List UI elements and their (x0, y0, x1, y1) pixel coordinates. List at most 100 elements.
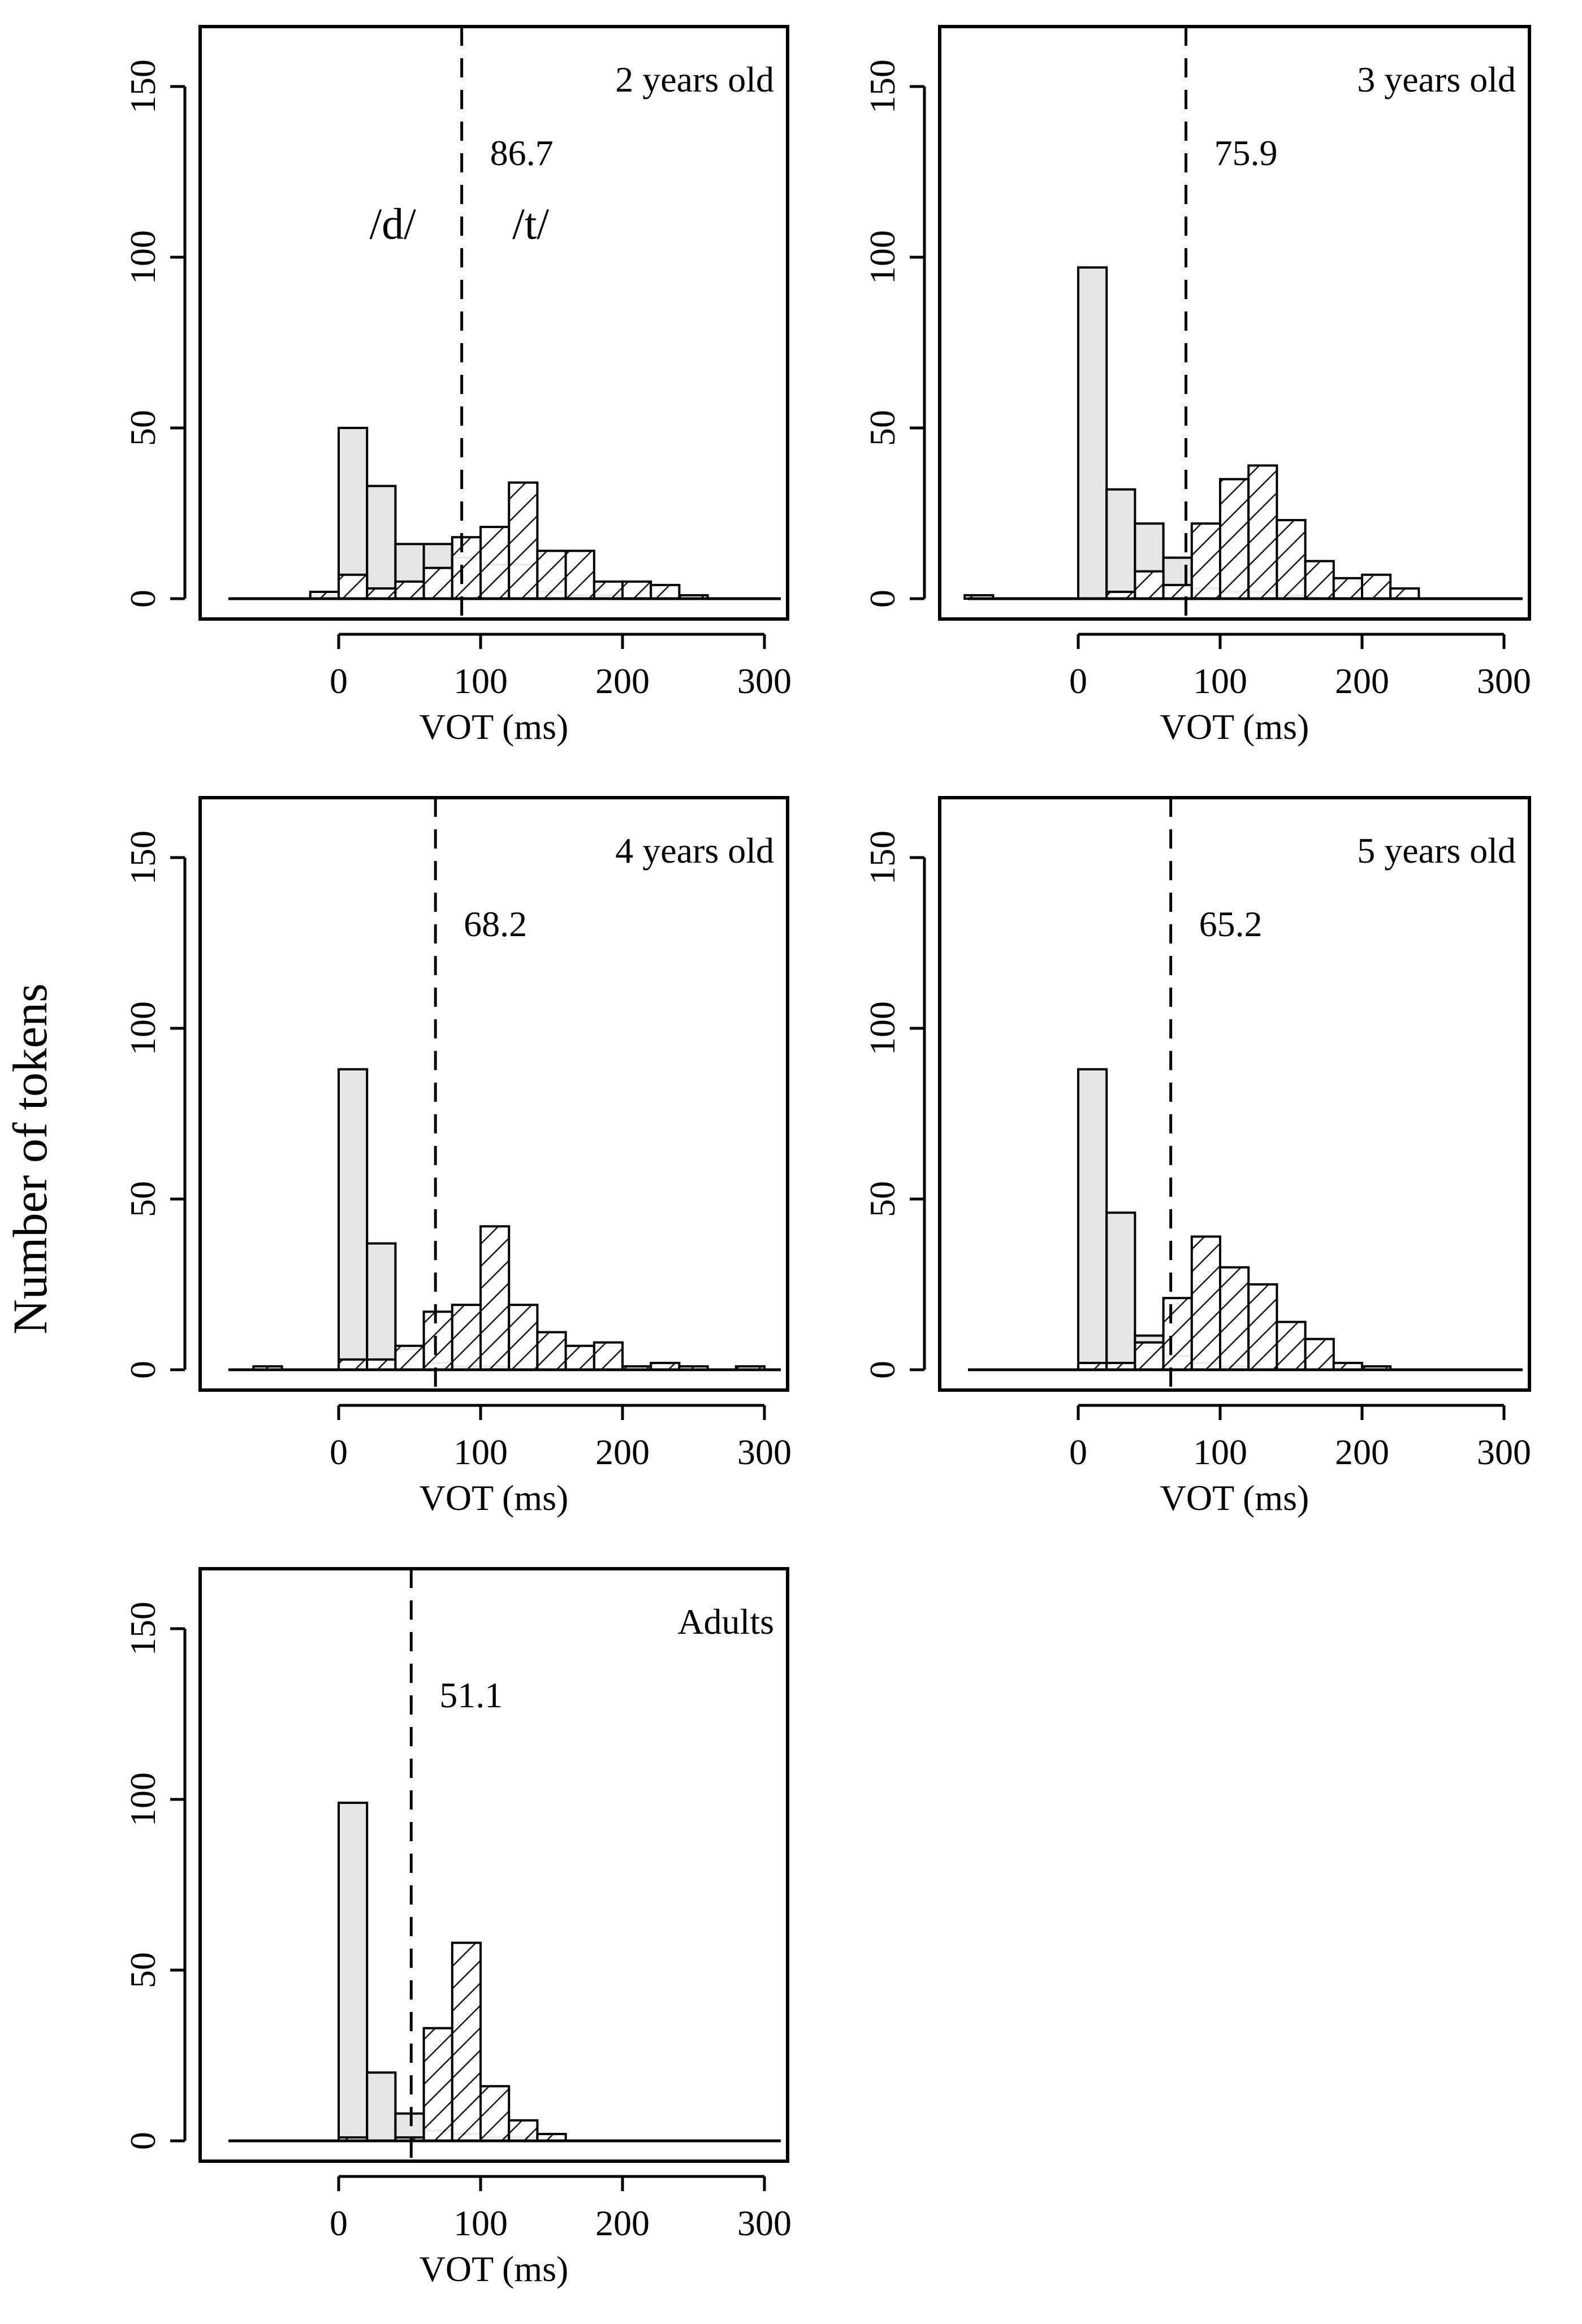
y-tick-label: 0 (862, 590, 902, 608)
t-bar (451, 1941, 482, 2142)
x-tick-label: 200 (595, 1432, 650, 1472)
x-tick-label: 200 (595, 2203, 650, 2243)
d-bar (366, 1242, 397, 1371)
d-bar (338, 1068, 369, 1371)
t-bar (422, 566, 453, 600)
x-tick-label: 200 (1335, 1432, 1389, 1472)
d-bar (1105, 488, 1136, 600)
t-bar (1162, 1297, 1193, 1371)
t-bar (650, 583, 681, 600)
x-tick-label: 200 (1335, 661, 1389, 701)
t-bar (593, 1341, 624, 1371)
x-axis-label: VOT (ms) (1160, 1478, 1309, 1518)
t-bar (366, 587, 397, 600)
panel-2: 0 100 200 300 VOT (ms) 0 50 100 150 3 years old 75… (862, 25, 1531, 747)
d-bar (1077, 1068, 1108, 1371)
boundary-value: 86.7 (490, 133, 554, 173)
x-tick-label: 100 (453, 2203, 508, 2243)
y-tick-label: 0 (123, 1361, 163, 1379)
x-tick-label: 300 (737, 661, 792, 701)
t-bar (536, 1331, 567, 1371)
t-bar (564, 1344, 595, 1371)
t-bar (1332, 577, 1364, 600)
panel-1: 0 100 200 300 VOT (ms) 0 50 100 150 2 years old 86… (123, 25, 792, 747)
y-tick-label: 150 (123, 59, 163, 114)
x-axis-label: VOT (ms) (420, 2249, 569, 2289)
panel-5: 0 100 200 300 VOT (ms) 0 50 100 150 Adults 51.1 (123, 1567, 792, 2289)
plot-frame (938, 796, 1531, 1392)
histogram-panels: 0 100 200 300 VOT (ms) 0 50 100 150 2 years old 86… (123, 25, 1531, 2289)
plot-frame (198, 796, 789, 1392)
x-tick-label: 100 (1193, 661, 1247, 701)
y-tick-label: 50 (862, 1181, 902, 1217)
figure-y-axis-label: Number of tokens (3, 984, 57, 1335)
t-bar (1190, 522, 1222, 600)
t-bar (1134, 570, 1165, 600)
t-bar (1134, 1341, 1165, 1371)
panel-title: 4 years old (615, 830, 774, 871)
y-tick-label: 100 (123, 1772, 163, 1827)
x-tick-label: 0 (330, 1432, 348, 1472)
y-tick-label: 150 (123, 1602, 163, 1656)
t-bar (1219, 1266, 1250, 1371)
y-tick-label: 150 (123, 830, 163, 885)
d-bar (366, 2071, 397, 2142)
x-tick-label: 0 (330, 661, 348, 701)
x-tick-label: 100 (1193, 1432, 1247, 1472)
panel-title: 2 years old (615, 59, 774, 99)
t-bar (394, 1344, 425, 1371)
t-bar (1162, 583, 1193, 600)
x-axis-label: VOT (ms) (1160, 707, 1309, 747)
x-tick-label: 300 (737, 2203, 792, 2243)
x-tick-label: 300 (1477, 661, 1531, 701)
d-bar (338, 427, 369, 600)
panel-title: Adults (677, 1602, 774, 1642)
panel-3: 0 100 200 300 VOT (ms) 0 50 100 150 4 years old 68… (123, 796, 792, 1518)
t-bar (508, 1304, 539, 1371)
x-tick-label: 0 (1069, 661, 1087, 701)
t-bar (394, 580, 425, 600)
t-bar (508, 2119, 539, 2143)
y-tick-label: 100 (862, 1001, 902, 1055)
panel-title: 3 years old (1357, 59, 1516, 99)
y-tick-label: 100 (123, 1001, 163, 1055)
plot-frame (198, 1567, 789, 2163)
boundary-value: 65.2 (1199, 904, 1263, 944)
y-tick-label: 50 (123, 1952, 163, 1988)
y-tick-label: 50 (862, 410, 902, 446)
panel-4: 0 100 200 300 VOT (ms) 0 50 100 150 5 years old 65… (862, 796, 1531, 1518)
d-bar (1077, 266, 1108, 600)
t-bar (1276, 1321, 1307, 1371)
x-tick-label: 0 (330, 2203, 348, 2243)
y-tick-label: 150 (862, 59, 902, 114)
d-bar (1105, 1211, 1136, 1371)
panel-title: 5 years old (1357, 830, 1516, 871)
y-tick-label: 100 (862, 230, 902, 284)
x-tick-label: 100 (453, 661, 508, 701)
boundary-value: 68.2 (464, 904, 527, 944)
y-tick-label: 150 (862, 830, 902, 885)
t-bar (1247, 464, 1278, 600)
x-axis-label: VOT (ms) (420, 707, 569, 747)
d-bar (366, 484, 397, 600)
t-bar (338, 573, 369, 600)
x-tick-label: 300 (1477, 1432, 1531, 1472)
y-tick-label: 0 (862, 1361, 902, 1379)
t-bar (508, 481, 539, 600)
t-bar (1190, 1235, 1222, 1371)
y-tick-label: 100 (123, 230, 163, 284)
d-category-label: /d/ (369, 199, 416, 248)
y-tick-label: 50 (123, 1181, 163, 1217)
boundary-value: 75.9 (1214, 133, 1278, 173)
t-bar (593, 580, 624, 600)
x-axis-label: VOT (ms) (420, 1478, 569, 1518)
y-tick-label: 50 (123, 410, 163, 446)
t-bar (536, 549, 567, 600)
t-bar (422, 1310, 453, 1371)
y-tick-label: 0 (123, 2132, 163, 2150)
t-bar (1304, 560, 1335, 600)
plot-frame (938, 25, 1531, 621)
t-bar (451, 536, 482, 600)
x-tick-label: 300 (737, 1432, 792, 1472)
